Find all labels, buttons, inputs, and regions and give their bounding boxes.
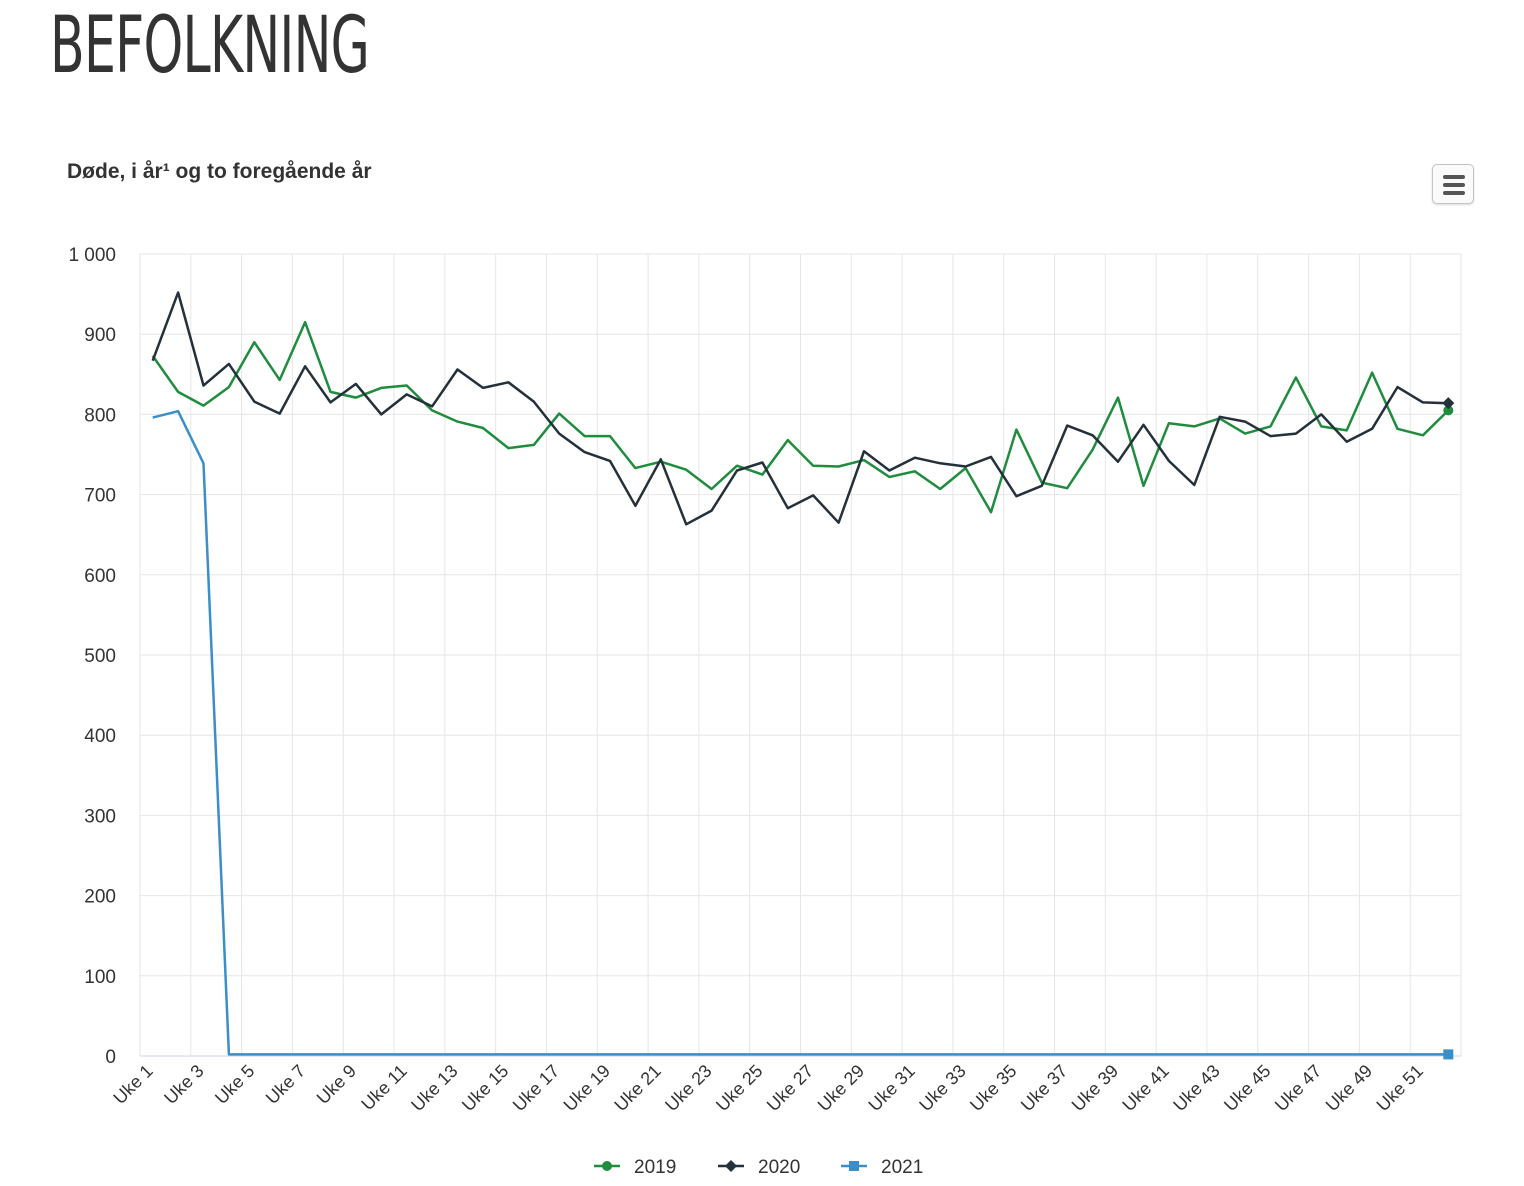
x-tick-label: Uke 23 <box>661 1061 715 1115</box>
x-tick-label: Uke 11 <box>357 1061 411 1115</box>
legend-marker-2021 <box>849 1161 859 1171</box>
series-end-marker-2019 <box>1443 405 1454 416</box>
y-tick-label: 300 <box>84 806 116 827</box>
x-tick-label: Uke 49 <box>1322 1061 1376 1115</box>
series-line-2019 <box>151 320 1450 514</box>
x-tick-label: Uke 9 <box>313 1061 360 1108</box>
y-tick-label: 400 <box>84 726 116 747</box>
legend-label: 2020 <box>758 1157 800 1178</box>
x-tick-label: Uke 19 <box>560 1061 614 1115</box>
series-line-2021 <box>152 409 1449 1056</box>
x-tick-label: Uke 5 <box>211 1061 258 1108</box>
series-line-2020 <box>151 291 1449 526</box>
x-tick-label: Uke 29 <box>814 1061 868 1115</box>
y-tick-label: 700 <box>84 486 116 507</box>
legend-marker-2020 <box>725 1160 737 1172</box>
x-tick-label: Uke 47 <box>1271 1061 1325 1115</box>
y-tick-label: 500 <box>84 646 116 667</box>
legend-label: 2019 <box>634 1157 676 1178</box>
x-tick-label: Uke 3 <box>160 1061 207 1108</box>
x-tick-label: Uke 37 <box>1017 1061 1071 1115</box>
x-tick-label: Uke 27 <box>763 1061 817 1115</box>
legend-label: 2021 <box>881 1157 923 1178</box>
chart-menu-button[interactable] <box>1432 164 1474 204</box>
x-tick-label: Uke 7 <box>262 1061 309 1108</box>
hamburger-menu-icon <box>1443 175 1465 179</box>
x-tick-label: Uke 13 <box>407 1061 461 1115</box>
x-tick-label: Uke 41 <box>1119 1061 1173 1115</box>
x-tick-label: Uke 21 <box>610 1061 664 1115</box>
x-tick-label: Uke 1 <box>109 1061 156 1108</box>
series-end-marker-2020 <box>1442 397 1455 410</box>
hamburger-menu-icon-bar <box>1443 191 1465 195</box>
legend-item-2019[interactable]: 2019 <box>594 1157 676 1178</box>
page-heading: BEFOLKNING <box>50 1 370 91</box>
x-tick-label: Uke 33 <box>915 1061 969 1115</box>
x-tick-label: Uke 39 <box>1068 1061 1122 1115</box>
x-tick-label: Uke 31 <box>864 1061 918 1115</box>
x-tick-label: Uke 17 <box>509 1061 563 1115</box>
legend-item-2021[interactable]: 2021 <box>841 1157 923 1178</box>
x-tick-label: Uke 51 <box>1373 1061 1427 1115</box>
hamburger-menu-icon-bar <box>1443 183 1465 187</box>
x-tick-label: Uke 45 <box>1220 1061 1274 1115</box>
x-tick-label: Uke 15 <box>458 1061 512 1115</box>
legend-marker-2019 <box>602 1161 612 1171</box>
y-tick-label: 200 <box>84 887 116 908</box>
y-tick-label: 1 000 <box>68 245 116 266</box>
chart-title: Døde, i år¹ og to foregående år <box>67 160 372 183</box>
y-tick-label: 100 <box>84 967 116 988</box>
series-end-marker-2021 <box>1443 1049 1454 1060</box>
x-tick-label: Uke 43 <box>1169 1061 1223 1115</box>
y-tick-label: 0 <box>105 1047 116 1068</box>
y-tick-label: 800 <box>84 405 116 426</box>
y-tick-label: 900 <box>84 325 116 346</box>
x-tick-label: Uke 35 <box>966 1061 1020 1115</box>
y-tick-label: 600 <box>84 566 116 587</box>
x-tick-label: Uke 25 <box>712 1061 766 1115</box>
legend-item-2020[interactable]: 2020 <box>718 1157 800 1178</box>
